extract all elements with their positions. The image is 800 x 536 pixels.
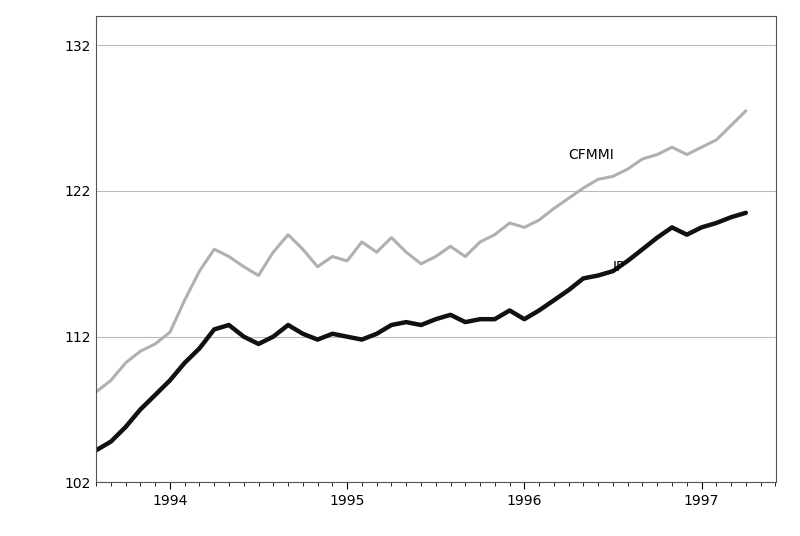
Text: CFMMI: CFMMI — [569, 147, 614, 161]
Text: IP: IP — [613, 260, 626, 274]
